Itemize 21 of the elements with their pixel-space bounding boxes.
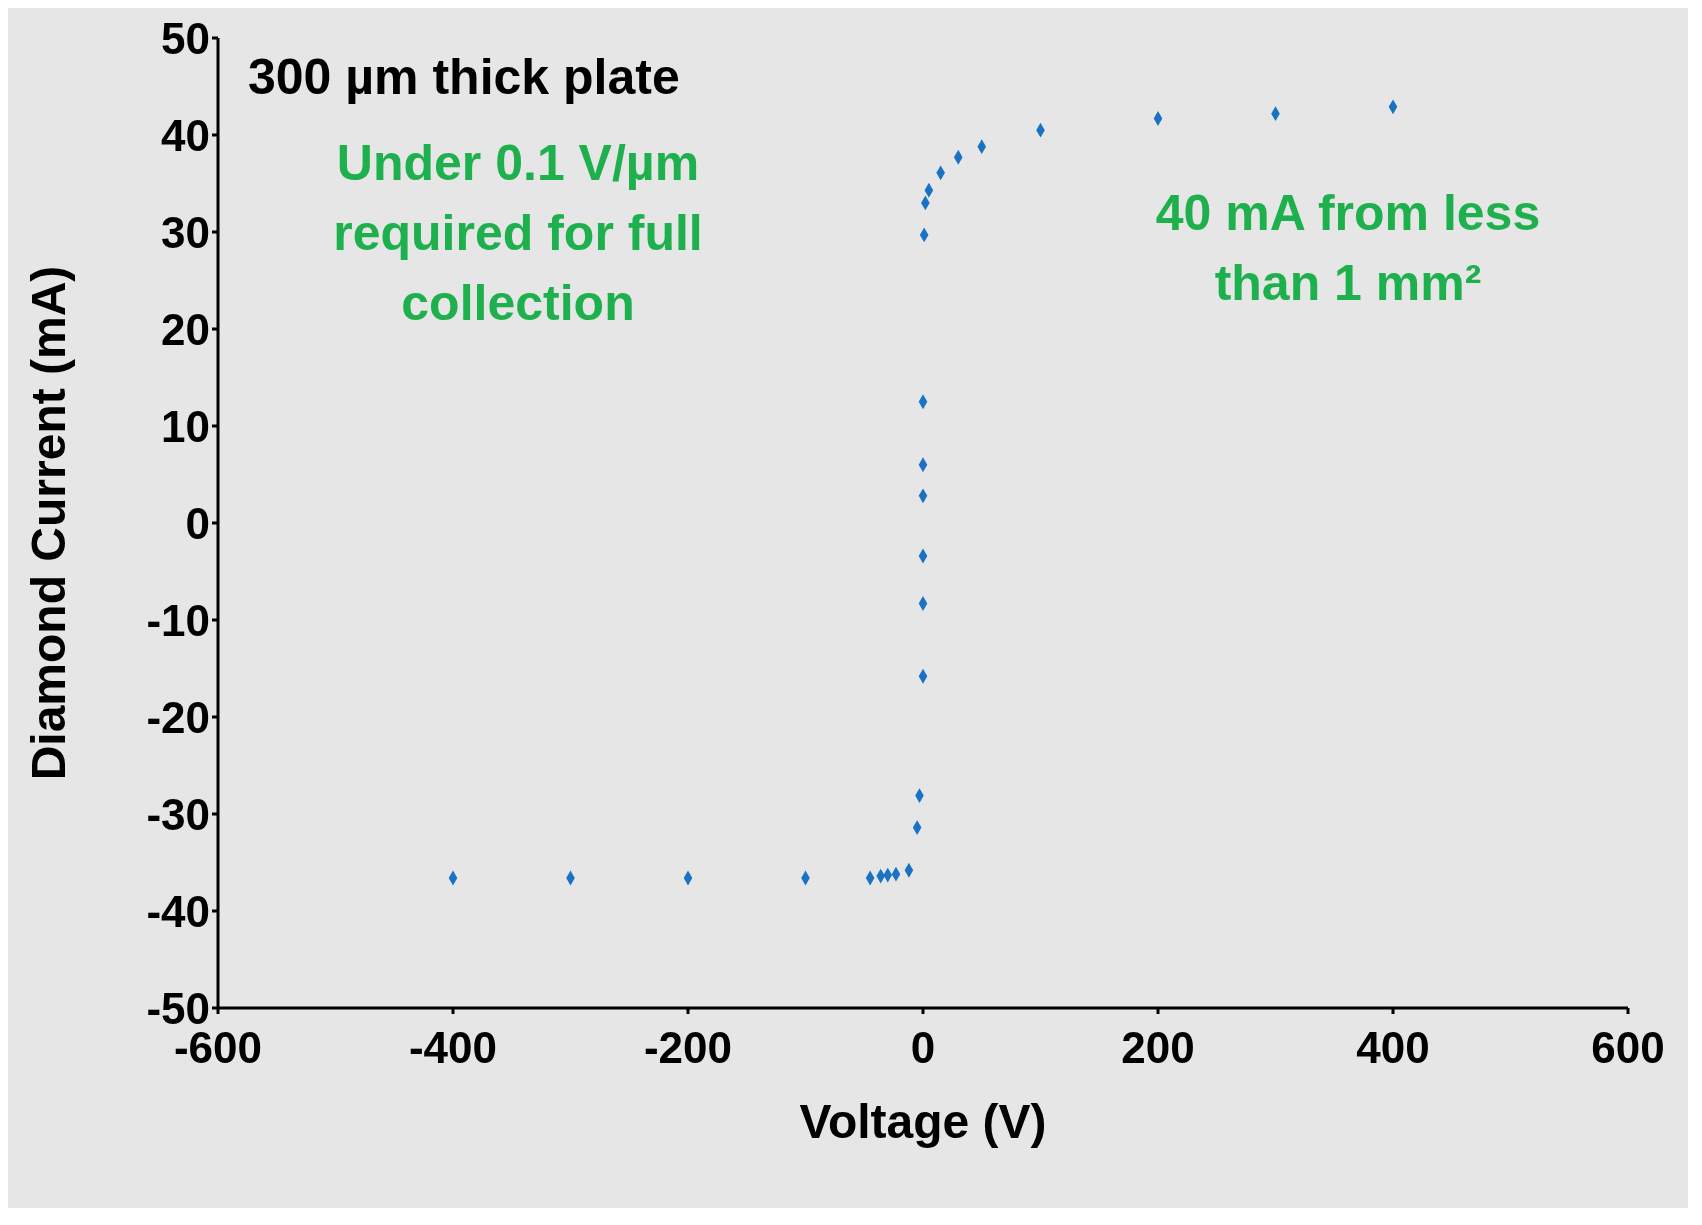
- y-tick-label: 0: [185, 498, 210, 548]
- x-tick-label: 200: [1121, 1023, 1195, 1073]
- annotation: 40 mA from less than 1 mm²: [1154, 184, 1542, 313]
- y-tick-label: 20: [161, 304, 210, 354]
- y-tick-label: 10: [161, 401, 210, 451]
- chart-title: 300 µm thick plate: [248, 48, 680, 106]
- y-tick-label: 50: [161, 13, 210, 63]
- x-tick-label: 0: [910, 1023, 936, 1073]
- x-tick-label: 600: [1591, 1023, 1665, 1073]
- y-axis-title: Diamond Current (mA): [22, 265, 76, 781]
- x-axis-title: Voltage (V): [799, 1095, 1047, 1148]
- y-tick-label: -30: [146, 789, 210, 839]
- y-tick-label: 40: [161, 110, 210, 160]
- y-tick-label: 30: [161, 207, 210, 257]
- y-tick-label: -40: [146, 886, 210, 936]
- x-tick-label: -200: [643, 1023, 733, 1073]
- y-tick-label: -20: [146, 692, 210, 742]
- annotation: Under 0.1 V/µm required for full collection: [332, 134, 704, 333]
- y-tick-label: -10: [146, 595, 210, 645]
- x-tick-label: -400: [408, 1023, 498, 1073]
- x-tick-label: 400: [1356, 1023, 1430, 1073]
